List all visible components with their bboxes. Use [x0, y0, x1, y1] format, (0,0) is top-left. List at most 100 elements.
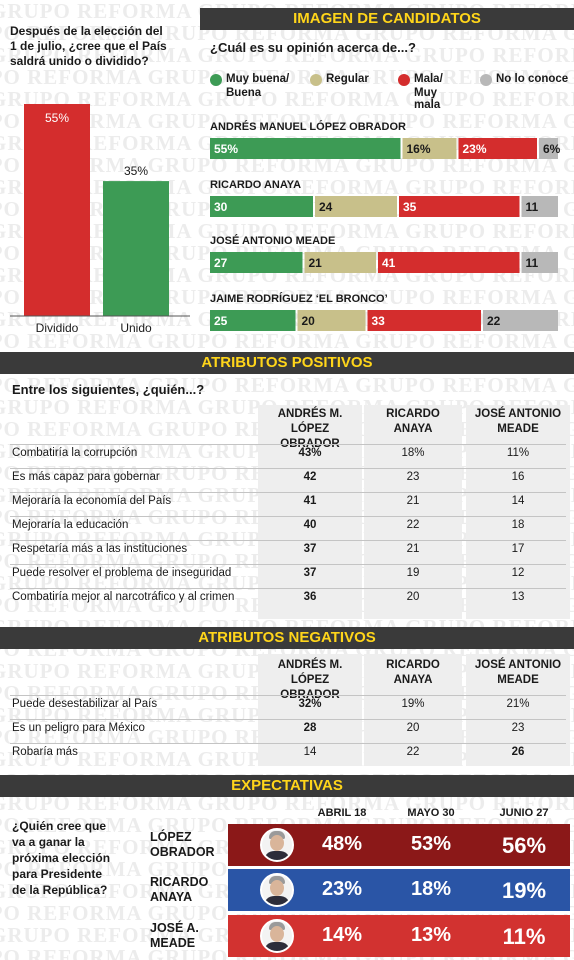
image-bar-label: 33	[372, 314, 386, 328]
row-label: Mejoraría la educación	[12, 519, 129, 531]
column-shade	[364, 405, 462, 619]
row-value: 14	[511, 495, 525, 507]
image-bar-label: 25	[214, 314, 228, 328]
row-divider	[10, 444, 566, 445]
unity-category-label: Dividido	[36, 321, 79, 335]
row-value: 20	[406, 591, 420, 603]
image-bar-label: 23%	[463, 142, 487, 156]
image-bar-segment	[367, 310, 481, 331]
row-value: 21	[406, 543, 420, 555]
expectations-value: 53%	[410, 833, 452, 855]
row-label: Puede resolver el problema de insegurida…	[12, 567, 232, 579]
expectations-value: 48%	[321, 833, 363, 855]
expectations-column-header: MAYO 30	[407, 807, 455, 819]
unity-value-label: 35%	[124, 164, 148, 178]
legend-dot	[398, 74, 410, 86]
row-label: Robaría más	[12, 746, 78, 758]
image-bar-segment	[402, 138, 457, 159]
row-value: 11%	[506, 447, 530, 459]
row-label: Puede desestabilizar al País	[12, 698, 158, 710]
row-value: 13	[511, 591, 525, 603]
row-value: 26	[511, 746, 525, 758]
image-header: IMAGEN DE CANDIDATOS	[200, 8, 574, 30]
row-value: 19%	[401, 698, 425, 710]
candidate-photo-avatar	[260, 919, 294, 953]
avatar-suit	[264, 942, 290, 951]
expectations-row-gap	[228, 866, 570, 869]
image-bar-segment	[399, 196, 520, 217]
expectations-value: 14%	[321, 924, 363, 946]
row-value: 37	[303, 567, 317, 579]
row-divider	[10, 468, 566, 469]
image-bar-segment	[315, 196, 397, 217]
expectations-column-header: ABRIL 18	[317, 807, 367, 819]
column-header: ANDRÉS M. LÓPEZ OBRADOR	[277, 408, 343, 450]
image-bar-segment	[483, 310, 558, 331]
column-shade	[258, 405, 362, 619]
image-bar-label: 11	[526, 200, 539, 214]
row-value: 21%	[506, 698, 530, 710]
row-value: 19	[406, 567, 420, 579]
image-bar-label: 24	[319, 200, 333, 214]
row-value: 28	[303, 722, 317, 734]
expectations-value: 13%	[410, 924, 452, 946]
image-bar-segment	[210, 196, 313, 217]
row-label: Mejoraría la economía del País	[12, 495, 172, 507]
candidate-name: ANDRÉS MANUEL LÓPEZ OBRADOR	[210, 121, 406, 133]
row-divider	[10, 719, 566, 720]
image-bar-segment	[297, 310, 366, 331]
row-value: 42	[303, 471, 317, 483]
column-header: RICARDO ANAYA	[386, 408, 440, 435]
expectations-question: ¿Quién cree que va a ganar la próxima el…	[12, 819, 111, 897]
candidate-name: RICARDO ANAYA	[210, 179, 302, 191]
column-header: JOSÉ ANTONIO MEADE	[474, 408, 562, 435]
image-bar-label: 55%	[214, 142, 238, 156]
legend-label: Muy buena/	[226, 73, 290, 85]
expectations-value: 11%	[502, 924, 546, 949]
expectations-panel: EXPECTATIVAS ¿Quién cree que va a ganar …	[0, 772, 574, 960]
row-divider	[10, 564, 566, 565]
avatar-suit	[264, 896, 290, 905]
column-header: RICARDO ANAYA	[386, 659, 440, 686]
unity-bar-1	[103, 181, 169, 316]
positive-panel: ATRIBUTOS POSITIVOS Entre los siguientes…	[0, 349, 574, 621]
row-value: 37	[303, 543, 317, 555]
row-value: 23	[406, 471, 420, 483]
row-divider	[10, 492, 566, 493]
column-header: JOSÉ ANTONIO MEADE	[474, 659, 562, 686]
row-label: Combatiría mejor al narcotráfico y al cr…	[12, 591, 235, 603]
unity-value-label: 55%	[45, 111, 69, 125]
legend-label: No lo conoce	[496, 73, 569, 85]
row-value: 18%	[401, 447, 425, 459]
unity-bar-chart: 55% Dividido 35% Unido	[10, 104, 190, 335]
legend-dot	[210, 74, 222, 86]
row-divider	[10, 743, 566, 744]
candidate-name: JOSÉ ANTONIO MEADE	[210, 235, 336, 247]
expectations-row-gap	[228, 911, 570, 914]
unity-panel: Después de la elección del 1 de julio, ¿…	[0, 0, 196, 345]
row-label: Respetaría más a las instituciones	[12, 543, 188, 555]
negative-header: ATRIBUTOS NEGATIVOS	[0, 627, 574, 649]
image-bar-segment	[521, 252, 558, 273]
expectations-value: 23%	[321, 878, 363, 900]
image-bar-label: 6%	[543, 142, 561, 156]
row-value: 22	[406, 519, 420, 531]
image-bar-segment	[210, 138, 401, 159]
image-bar-label: 21	[309, 256, 323, 270]
image-stacked-bar-chart: 55% 16% 23% 6% 30 24 35 11 27 21 41 11 25 20 33 22	[210, 138, 561, 331]
image-bar-segment	[521, 196, 558, 217]
legend-label-line2: Buena	[226, 87, 262, 99]
unity-category-label: Unido	[120, 321, 152, 335]
row-divider	[10, 540, 566, 541]
positive-header: ATRIBUTOS POSITIVOS	[0, 352, 574, 374]
image-bar-label: 41	[382, 256, 396, 270]
image-question: ¿Cuál es su opinión acerca de...?	[210, 40, 416, 55]
unity-bar-0	[24, 104, 90, 316]
row-value: 41	[303, 495, 317, 507]
avatar-head	[270, 926, 284, 942]
legend-label-line2: Muy mala	[414, 87, 441, 111]
image-bar-label: 16%	[407, 142, 431, 156]
image-bar-label: 27	[214, 256, 228, 270]
image-bar-segment	[304, 252, 376, 273]
avatar-suit	[264, 851, 290, 860]
